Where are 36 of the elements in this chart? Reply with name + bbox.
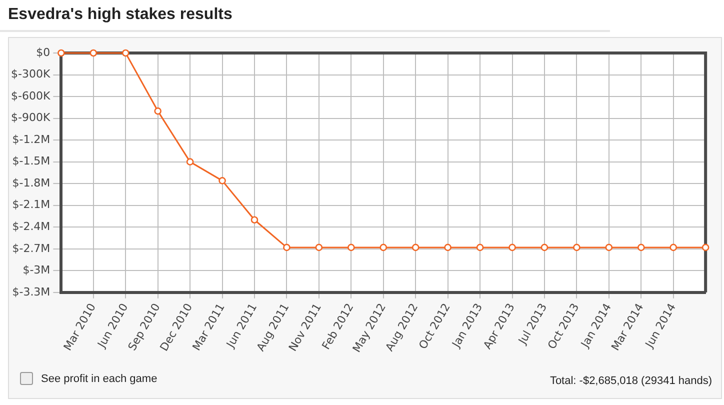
point	[540, 244, 548, 252]
point	[283, 244, 290, 252]
y-tick-label: $-1.2M	[12, 132, 50, 146]
point	[670, 244, 677, 252]
point	[573, 244, 580, 252]
y-tick-label: $-3M	[22, 264, 50, 277]
point	[218, 177, 226, 184]
y-tick-label: $0	[36, 46, 50, 59]
point	[250, 216, 258, 224]
y-tick-label: $-2.1M	[12, 198, 50, 212]
point	[380, 244, 388, 252]
y-tick-label: $-2.7M	[12, 242, 50, 255]
point	[122, 49, 130, 57]
point	[444, 244, 452, 252]
y-tick-label: $-600K	[10, 89, 51, 102]
point	[508, 244, 516, 252]
point	[58, 49, 65, 57]
point	[348, 244, 355, 252]
y-tick-label: $-3.3M	[12, 285, 50, 298]
y-tick-label: $-900K	[10, 111, 51, 124]
point	[702, 244, 710, 252]
y-tick-label: $-1.8M	[12, 176, 50, 190]
y-tick-label: $-1.5M	[12, 154, 50, 168]
point	[637, 244, 645, 252]
y-tick-label: $-300K	[10, 68, 51, 81]
point	[186, 158, 194, 166]
point	[476, 244, 484, 252]
y-tick-label: $-2.4M	[12, 220, 50, 233]
point	[154, 107, 162, 115]
point	[412, 244, 420, 252]
point	[90, 49, 98, 57]
text: Total: -$2,685,018 (29341 hands)	[550, 375, 712, 387]
point	[605, 244, 613, 252]
chart-title: Esvedra's high stakes results	[8, 6, 232, 24]
point	[315, 244, 323, 252]
text: See profit in each game	[41, 372, 158, 384]
